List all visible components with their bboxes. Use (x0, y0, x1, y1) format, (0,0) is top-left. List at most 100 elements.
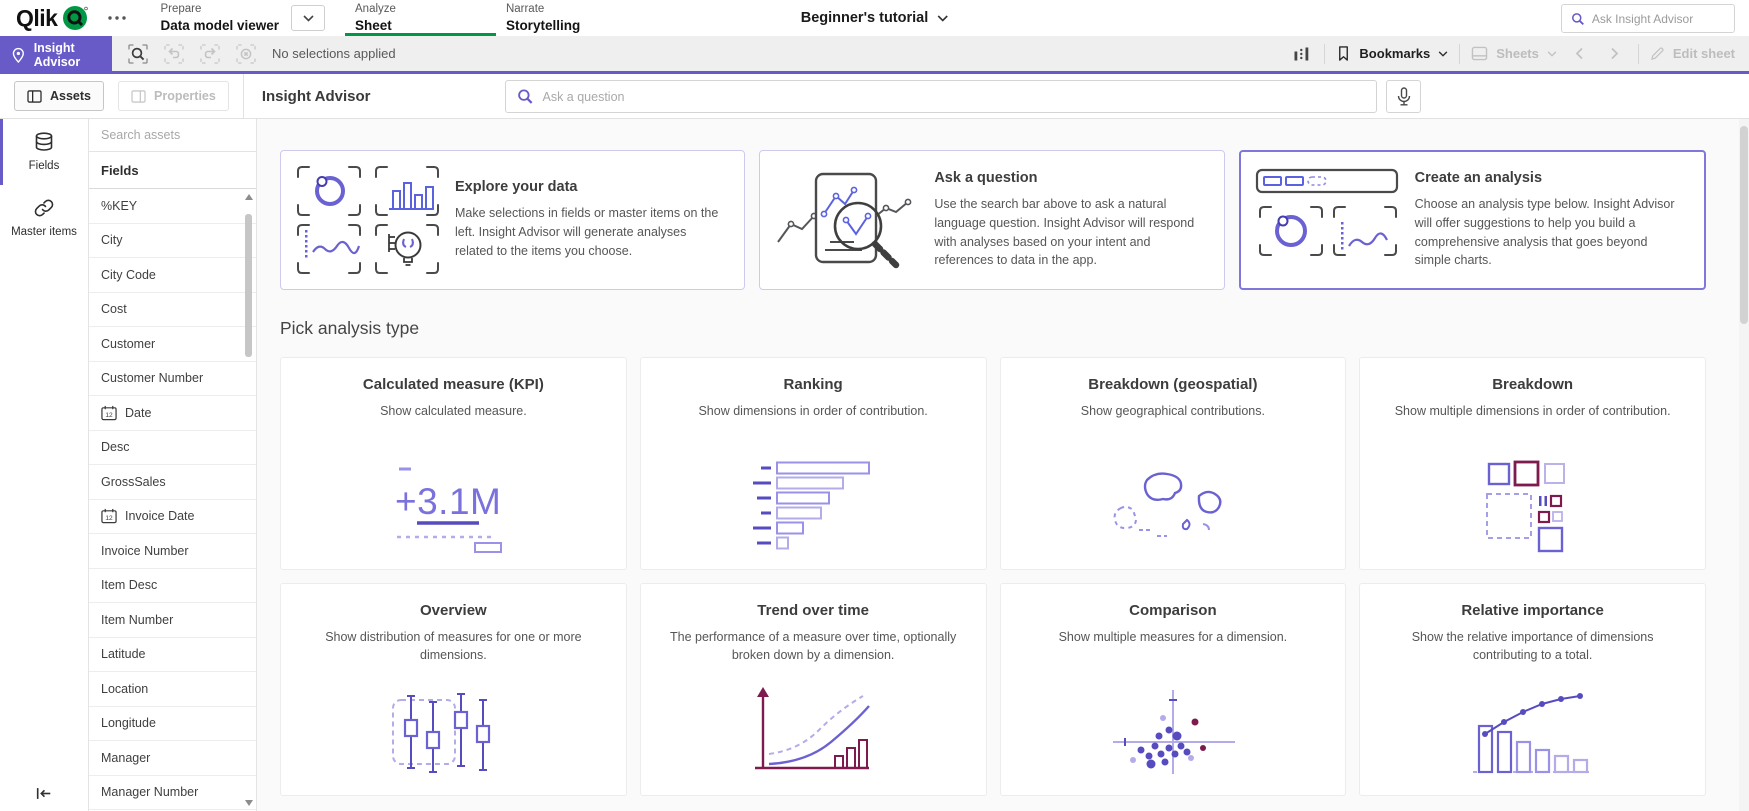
toolbar-divider (1324, 43, 1326, 64)
field-item[interactable]: GrossSales (89, 465, 256, 500)
undo-selection-icon[interactable] (162, 42, 186, 66)
field-label: Customer (101, 336, 156, 351)
analysis-card-description: Show geographical contributions. (1080, 404, 1265, 418)
field-item[interactable]: Item Number (89, 603, 256, 638)
window-scrollbar[interactable] (1739, 119, 1749, 811)
content-area: Fields Master items F (0, 119, 1749, 811)
charts-grid-icon[interactable] (1289, 42, 1313, 66)
info-card-description: Choose an analysis type below. Insight A… (1414, 197, 1675, 268)
info-card-text: Explore your data Make selections in fie… (455, 179, 724, 260)
smart-search-icon[interactable] (126, 42, 150, 66)
search-assets-input[interactable] (101, 128, 244, 142)
field-item[interactable]: Latitude (89, 638, 256, 672)
field-item[interactable]: %KEY (89, 189, 256, 224)
analysis-card-description: Show multiple measures for a dimension. (1058, 630, 1288, 644)
scroll-down-icon[interactable] (244, 800, 253, 806)
ask-question-input[interactable] (542, 89, 1365, 104)
field-item[interactable]: Manager Number (89, 776, 256, 810)
properties-button[interactable]: Properties (118, 81, 229, 111)
insight-advisor-search-input[interactable] (1591, 11, 1725, 26)
tab-analyze[interactable]: Analyze Sheet (345, 0, 496, 36)
collapse-panel-icon[interactable] (35, 786, 53, 801)
properties-button-label: Properties (154, 89, 216, 103)
field-item[interactable]: City (89, 224, 256, 258)
sidebar-item-fields[interactable]: Fields (0, 119, 88, 185)
analysis-card-title: Comparison (1129, 602, 1217, 619)
chevron-down-icon (1547, 50, 1557, 57)
svg-text:12: 12 (105, 515, 113, 522)
info-card-title: Explore your data (455, 179, 578, 196)
prepare-dropdown-button[interactable] (291, 5, 326, 31)
analysis-card-breakdown-geospatial[interactable]: Breakdown (geospatial) Show geographical… (999, 357, 1347, 570)
analysis-card-comparison[interactable]: Comparison Show multiple measures for a … (999, 583, 1347, 796)
clear-selections-icon[interactable] (234, 42, 258, 66)
sidebar-item-master-items[interactable]: Master items (0, 185, 88, 251)
edit-sheet-button[interactable]: Edit sheet (1650, 46, 1735, 61)
chevron-down-icon (937, 14, 948, 22)
next-sheet-icon[interactable] (1603, 42, 1627, 66)
analysis-card-breakdown[interactable]: Breakdown Show multiple dimensions in or… (1359, 357, 1706, 570)
qlik-logo-mark-icon (63, 6, 89, 30)
scrollbar-thumb[interactable] (1740, 126, 1748, 324)
field-item[interactable]: Invoice Number (89, 534, 256, 569)
field-item[interactable]: Longitude (89, 707, 256, 741)
app-title-selector[interactable]: Beginner's tutorial (801, 0, 949, 36)
search-icon (1571, 12, 1584, 25)
field-item[interactable]: Location (89, 672, 256, 707)
ask-insight-advisor-search[interactable] (1561, 4, 1735, 33)
analysis-card-description: Show dimensions in order of contribution… (698, 404, 928, 418)
field-label: Customer Number (101, 371, 204, 386)
previous-sheet-icon[interactable] (1568, 42, 1592, 66)
field-item[interactable]: 12 Date (89, 396, 256, 431)
bookmarks-button[interactable]: Bookmarks (1336, 45, 1448, 62)
scroll-up-icon[interactable] (244, 194, 253, 200)
tab-label: Data model viewer (160, 17, 280, 33)
field-item[interactable]: Item Desc (89, 569, 256, 603)
assets-button[interactable]: Assets (14, 81, 104, 111)
analysis-card-calculated-measure-kpi[interactable]: Calculated measure (KPI) Show calculated… (280, 357, 627, 570)
qlik-logo[interactable]: Qlik (0, 0, 94, 36)
field-item[interactable]: Cost (89, 293, 256, 327)
toolbar-divider (1637, 43, 1639, 64)
explore-data-icon (297, 166, 439, 274)
info-card-create-an-analysis: Create an analysis Choose an analysis ty… (1238, 150, 1706, 290)
ask-a-question-search[interactable] (505, 80, 1377, 113)
insight-advisor-button[interactable]: Insight Advisor (0, 36, 112, 74)
analysis-card-title: Overview (420, 602, 487, 619)
field-label: Location (101, 681, 149, 696)
analysis-card-overview[interactable]: Overview Show distribution of measures f… (280, 583, 627, 796)
analysis-card-title: Calculated measure (KPI) (362, 376, 544, 393)
field-item[interactable]: 12 Invoice Date (89, 500, 256, 534)
overview-icon (392, 693, 491, 773)
search-assets-box[interactable] (89, 119, 256, 152)
analysis-card-trend-over-time[interactable]: Trend over time The performance of a mea… (639, 583, 987, 796)
pencil-icon (1650, 47, 1664, 61)
insight-advisor-button-label: Insight Advisor (33, 41, 81, 69)
field-label: City Code (101, 267, 156, 282)
chevron-down-icon (1438, 50, 1448, 57)
field-label: Manager Number (101, 785, 199, 800)
tab-prepare[interactable]: Prepare Data model viewer (150, 0, 345, 36)
fields-scrollbar[interactable] (242, 189, 255, 811)
redo-selection-icon[interactable] (198, 42, 222, 66)
analysis-card-description: Show calculated measure. (380, 404, 527, 418)
analysis-card-relative-importance[interactable]: Relative importance Show the relative im… (1359, 583, 1706, 796)
field-item[interactable]: Manager (89, 741, 256, 776)
sheets-button[interactable]: Sheets (1471, 46, 1557, 61)
field-item[interactable]: Customer Number (89, 362, 256, 396)
field-label: Cost (101, 302, 127, 317)
scrollbar-thumb[interactable] (245, 214, 252, 357)
create-analysis-icon (1255, 168, 1398, 256)
microphone-icon (1397, 86, 1410, 105)
more-menu-icon[interactable] (94, 0, 140, 36)
analysis-card-title: Relative importance (1461, 602, 1604, 619)
comparison-icon (1112, 690, 1235, 774)
field-item[interactable]: City Code (89, 258, 256, 293)
tab-narrate[interactable]: Narrate Storytelling (496, 0, 600, 36)
sheet-icon (1472, 46, 1488, 61)
field-item[interactable]: Customer (89, 327, 256, 362)
analysis-card-ranking[interactable]: Ranking Show dimensions in order of cont… (639, 357, 987, 570)
selections-bar: Insight Advisor (0, 36, 1749, 74)
voice-input-button[interactable] (1386, 80, 1421, 113)
field-item[interactable]: Desc (89, 431, 256, 465)
